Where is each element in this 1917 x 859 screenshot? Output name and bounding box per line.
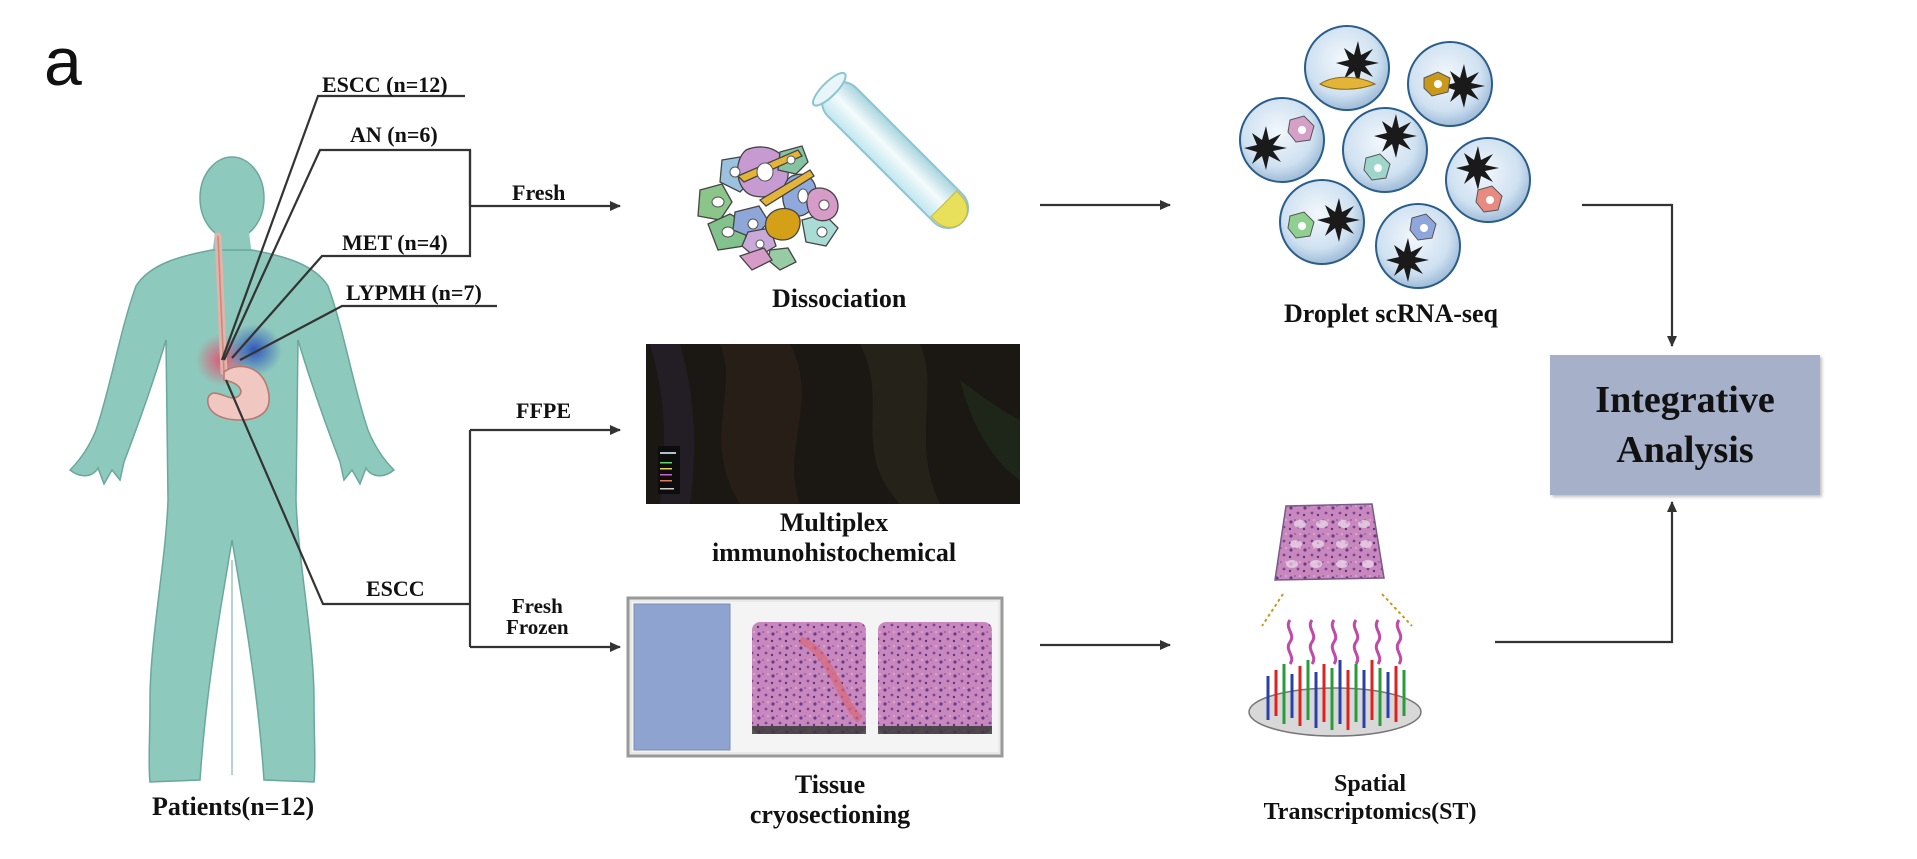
fresh-frozen-line-2: Frozen: [506, 615, 569, 639]
tissue-label: Tissue cryosectioning: [710, 770, 950, 830]
tissue-slide-image: [626, 596, 1004, 758]
multiplex-label: Multiplex immunohistochemical: [682, 508, 986, 568]
human-body-icon: [68, 156, 396, 783]
panel-letter: a: [44, 24, 82, 100]
droplets-icon: [1239, 25, 1531, 289]
patient-annotation-lines: [220, 94, 1677, 652]
tissue-line-2: cryosectioning: [749, 800, 911, 829]
integrative-analysis-box: Integrative Analysis: [1550, 355, 1820, 495]
tissue-line-1: Tissue: [794, 770, 866, 799]
patients-label: Patients(n=12): [152, 792, 315, 821]
spatial-label: Spatial Transcriptomics(ST): [1220, 770, 1520, 826]
integrative-line-2: Analysis: [1616, 429, 1754, 471]
multiplex-line-2: immunohistochemical: [711, 538, 957, 567]
group-label-met: MET (n=4): [342, 230, 448, 255]
ffpe-path-label: FFPE: [516, 398, 571, 423]
integrative-line-1: Integrative: [1595, 379, 1775, 421]
fresh-path-label: Fresh: [512, 180, 566, 205]
droplet-label: Droplet scRNA-seq: [1284, 299, 1498, 328]
test-tube-icon: [811, 71, 970, 230]
escc-path-label: ESCC: [366, 576, 425, 601]
fresh-frozen-line-1: Fresh: [511, 594, 563, 618]
multiplex-line-1: Multiplex: [779, 508, 889, 537]
fresh-frozen-path-label: Fresh Frozen: [506, 596, 569, 638]
multiplex-ihc-image: [646, 344, 1020, 504]
spatial-transcriptomics-icon: [1248, 503, 1422, 737]
nuclei: [711, 155, 830, 249]
group-label-lypmh: LYPMH (n=7): [346, 280, 482, 305]
spatial-line-2: Transcriptomics(ST): [1263, 799, 1477, 825]
esophagus-stomach-icon: [196, 232, 282, 421]
spatial-line-1: Spatial: [1333, 771, 1407, 797]
dissociation-label: Dissociation: [772, 284, 907, 313]
group-label-escc: ESCC (n=12): [322, 72, 448, 97]
group-label-an: AN (n=6): [350, 122, 438, 147]
